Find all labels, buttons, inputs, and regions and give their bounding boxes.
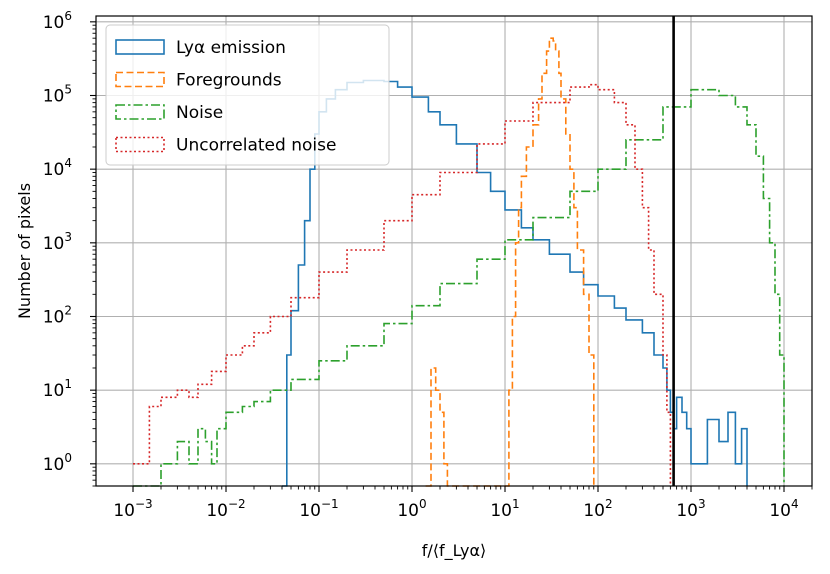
x-axis: 10−3 10−2 10−1 100 101 102 103 104 [113,486,813,521]
x-tick-label: 104 [769,497,798,521]
x-axis-label: f/⟨f_Lyα⟩ [422,541,487,561]
legend-label: Lyα emission [176,38,286,58]
y-axis-label: Number of pixels [15,183,34,319]
series-line [133,88,785,487]
y-tick-label: 101 [43,377,72,401]
legend-label: Noise [176,103,223,123]
plot-frame [95,15,813,487]
legend-swatch [115,104,165,120]
legend-box [105,24,390,166]
y-tick-label: 104 [43,156,72,180]
series-line [425,37,595,487]
y-tick-label: 100 [43,451,72,475]
x-tick-label: 101 [490,497,519,521]
legend-swatch [115,39,165,55]
y-tick-label: 102 [43,303,72,327]
y-tick-label: 105 [43,82,72,106]
x-tick-label: 103 [676,497,705,521]
legend-swatch [115,71,165,88]
x-tick-label: 10−3 [113,497,152,521]
series-line [133,83,672,486]
legend: Lyα emission Foregrounds Noise Uncorrelated… [105,24,390,166]
legend-label: Foregrounds [176,71,282,91]
y-tick-label: 103 [43,230,72,254]
legend-swatch [115,136,165,153]
y-axis: 100 101 102 103 104 105 106 [43,9,96,487]
legend-label: Uncorrelated noise [176,136,336,156]
y-tick-label: 106 [43,9,72,33]
x-tick-label: 102 [583,497,612,521]
x-tick-label: 100 [397,497,426,521]
x-tick-label: 10−2 [206,497,245,521]
x-tick-label: 10−1 [299,497,338,521]
